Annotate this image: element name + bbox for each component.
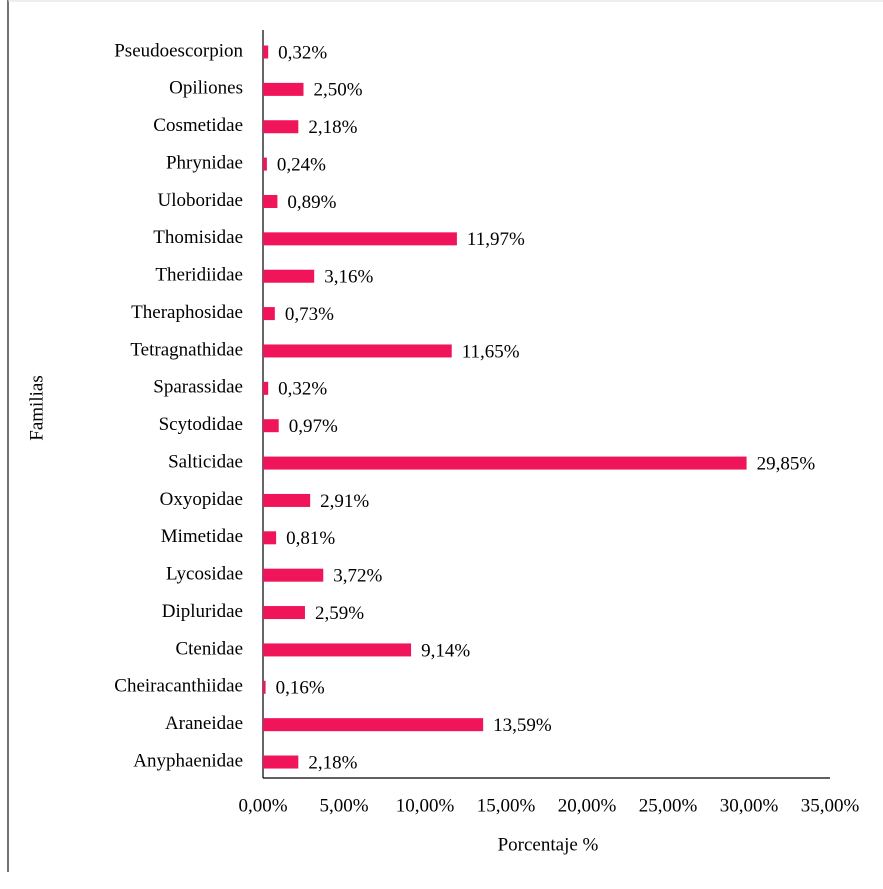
y-axis-label: Familias [26,375,47,440]
value-label: 3,16% [324,267,373,288]
value-label: 0,32% [278,379,327,400]
x-tick-label: 0,00% [238,795,287,816]
value-label: 0,73% [285,304,334,325]
bar [263,568,324,582]
value-label: 0,89% [287,192,336,213]
bar [263,643,412,657]
x-tick-label: 15,00% [477,795,536,816]
bar [263,381,269,395]
value-label: 0,97% [289,416,338,437]
bar [263,120,299,134]
y-tick-label: Tetragnathidae [130,339,243,360]
value-label: 11,65% [462,341,520,362]
x-axis-label: Porcentaje % [498,834,599,855]
bar [263,157,267,171]
bar [263,755,299,769]
x-tick-label: 35,00% [801,795,860,816]
bar [263,269,315,283]
y-tick-label: Cosmetidae [153,115,243,136]
x-tick-label: 5,00% [319,795,368,816]
y-tick-label: Theridiidae [155,265,243,286]
value-label: 9,14% [421,640,470,661]
value-label: 29,85% [757,453,816,474]
y-tick-label: Dipluridae [162,601,243,622]
x-tick-label: 25,00% [639,795,698,816]
bar [263,718,484,732]
bar [263,606,305,620]
value-label: 2,91% [320,491,369,512]
y-tick-label: Cheiracanthiidae [114,676,243,697]
bar [263,232,457,246]
value-label: 13,59% [493,715,552,736]
bar [263,307,275,321]
x-tick-label: 30,00% [720,795,779,816]
y-tick-label: Oxyopidae [160,489,243,510]
y-tick-label: Ctenidae [175,638,243,659]
bar [263,493,311,507]
y-tick-label: Phrynidae [166,152,243,173]
x-tick-label: 10,00% [396,795,455,816]
bar [263,680,266,694]
bar [263,45,269,59]
value-label: 3,72% [333,566,382,587]
value-label: 2,18% [308,117,357,138]
bar [263,344,452,358]
value-label: 11,97% [467,229,525,250]
bar [263,456,747,470]
y-tick-label: Sparassidae [153,377,243,398]
bar [263,82,304,96]
y-tick-label: Pseudoescorpion [114,40,243,61]
y-tick-label: Thomisidae [153,227,243,248]
y-tick-label: Salticidae [168,451,243,472]
value-label: 0,81% [286,528,335,549]
bar [263,419,279,433]
y-tick-label: Opiliones [169,78,243,99]
bar [263,531,277,545]
y-tick-label: Lycosidae [166,564,243,585]
y-tick-label: Uloboridae [158,190,243,211]
value-label: 0,32% [278,42,327,63]
x-tick-label: 20,00% [558,795,617,816]
value-label: 0,16% [276,678,325,699]
value-label: 2,18% [308,752,357,773]
value-label: 2,59% [315,603,364,624]
y-tick-label: Scytodidae [159,414,243,435]
y-tick-label: Anyphaenidae [133,750,243,771]
bar [263,194,278,208]
y-tick-label: Araneidae [165,713,243,734]
value-label: 2,50% [314,80,363,101]
y-tick-label: Mimetidae [161,526,243,547]
value-label: 0,24% [277,154,326,175]
y-tick-label: Theraphosidae [131,302,243,323]
